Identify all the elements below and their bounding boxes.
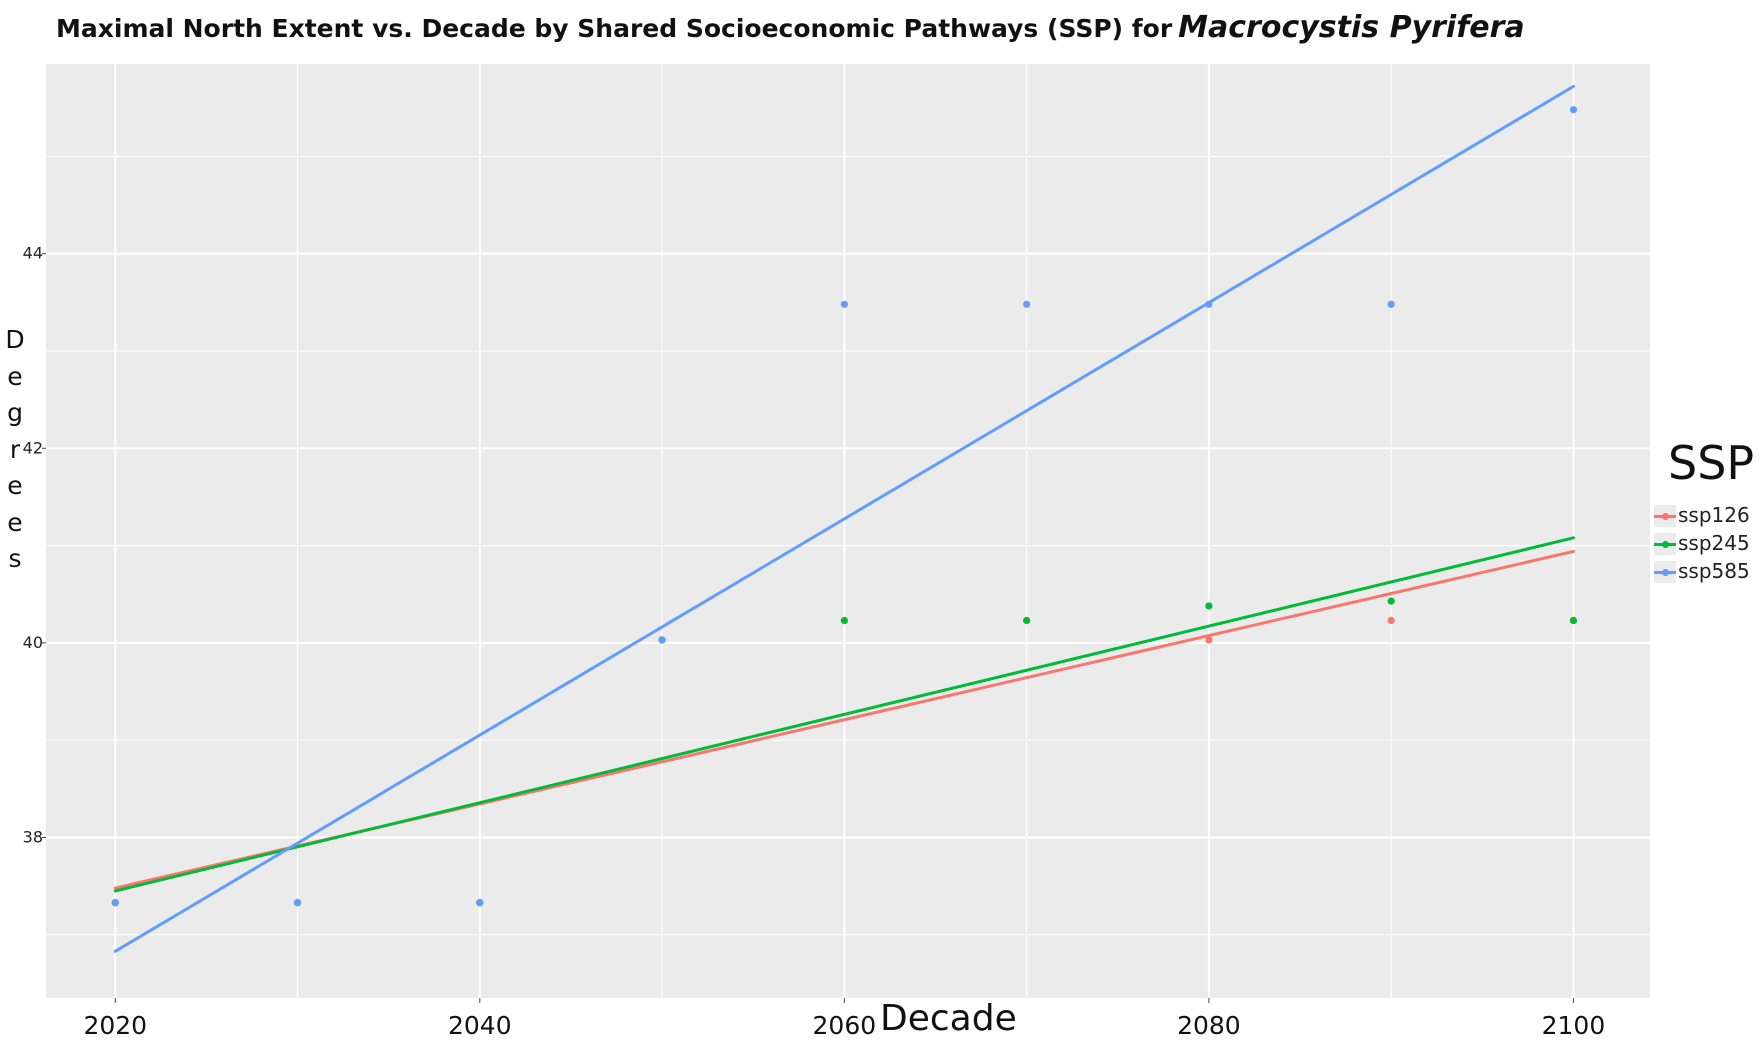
x-axis: 2020 2040 2060 2080 2100 xyxy=(83,998,1605,1040)
chart-title: Maximal North Extent vs. Decade by Share… xyxy=(56,10,1525,45)
trend-line-ssp585 xyxy=(113,84,1575,953)
chart-title-text: Maximal North Extent vs. Decade by Share… xyxy=(56,14,1173,43)
legend-item-ssp585: ssp585 xyxy=(1654,558,1754,586)
y-axis-label-letter: e xyxy=(7,361,23,391)
grid-major xyxy=(46,64,1650,998)
trend-line-ssp245 xyxy=(113,536,1575,893)
legend-item-ssp245: ssp245 xyxy=(1654,530,1754,558)
chart-title-species: Macrocystis Pyrifera xyxy=(1178,10,1525,45)
legend-key-ssp126 xyxy=(1654,505,1676,527)
y-axis-label-letter: g xyxy=(7,398,23,427)
legend-label: ssp585 xyxy=(1678,559,1750,583)
legend-key-ssp585 xyxy=(1654,561,1676,583)
y-axis-label-letter: s xyxy=(8,544,22,573)
data-point-ssp585 xyxy=(476,899,484,907)
data-point-ssp585 xyxy=(1023,300,1031,308)
data-point-ssp585 xyxy=(1387,300,1395,308)
x-tick-label: 2060 xyxy=(813,1011,877,1040)
y-axis: 38 40 42 44 xyxy=(23,244,46,846)
data-point-ssp245 xyxy=(840,616,848,625)
y-axis-label-letter: e xyxy=(7,471,23,500)
data-point-ssp245 xyxy=(1387,597,1395,605)
y-tick-label: 44 xyxy=(23,244,43,263)
data-point-ssp245 xyxy=(1569,616,1578,625)
data-point-ssp585 xyxy=(111,899,119,907)
data-point-ssp585 xyxy=(293,899,302,907)
legend-key-point xyxy=(1662,541,1669,548)
legend-item-ssp126: ssp126 xyxy=(1654,502,1754,530)
legend-key-point xyxy=(1662,569,1669,576)
x-tick-label: 2100 xyxy=(1542,1011,1606,1040)
trend-lines xyxy=(113,84,1575,953)
data-point-ssp126 xyxy=(1205,636,1213,644)
x-tick-label: 2040 xyxy=(448,1011,512,1040)
data-point-ssp585 xyxy=(840,300,848,308)
legend-label: ssp126 xyxy=(1678,503,1750,527)
data-point-ssp585 xyxy=(1205,300,1213,308)
data-point-ssp245 xyxy=(1205,602,1213,610)
data-point-ssp245 xyxy=(1023,616,1031,625)
plot-panel xyxy=(46,64,1650,998)
x-tick-label: 2080 xyxy=(1177,1011,1241,1040)
legend-title: SSP xyxy=(1668,436,1755,490)
y-axis-label-letter: D xyxy=(5,325,25,354)
data-points xyxy=(111,106,1578,907)
data-point-ssp585 xyxy=(1569,106,1578,114)
y-tick-label: 42 xyxy=(23,438,43,457)
legend-key-ssp245 xyxy=(1654,533,1676,555)
legend-label: ssp245 xyxy=(1678,531,1750,555)
y-axis-label-letter: e xyxy=(7,507,23,537)
y-tick-label: 40 xyxy=(23,633,43,652)
data-point-ssp585 xyxy=(658,636,666,644)
y-tick-label: 38 xyxy=(23,827,43,846)
legend: ssp126 ssp245 ssp585 xyxy=(1654,502,1754,586)
grid-minor xyxy=(46,64,1650,998)
x-tick-label: 2020 xyxy=(83,1011,147,1040)
data-point-ssp126 xyxy=(1387,616,1395,625)
x-axis-label: Decade xyxy=(880,998,1017,1039)
legend-key-point xyxy=(1662,513,1669,520)
y-axis-label-letter: r xyxy=(9,434,21,464)
